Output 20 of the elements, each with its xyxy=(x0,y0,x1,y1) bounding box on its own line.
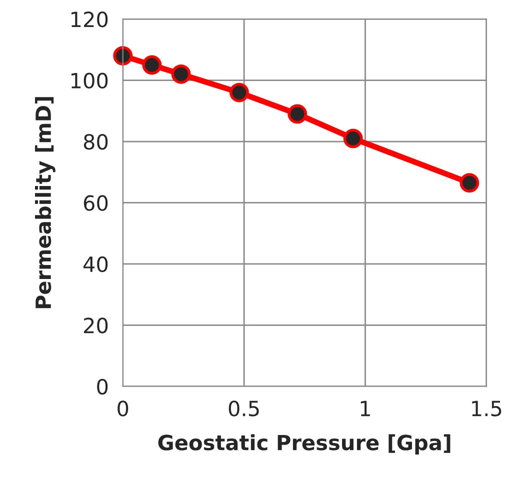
x-tick-label: 0 xyxy=(118,400,128,416)
x-tick-label: 1.5 xyxy=(472,400,502,416)
point xyxy=(142,55,162,75)
y-tick-label: 100 xyxy=(72,72,108,89)
y-tick-label: 120 xyxy=(72,12,108,28)
point xyxy=(288,104,308,124)
point xyxy=(460,173,480,193)
x-tick-label: 1 xyxy=(360,400,370,416)
y-tick-label: 60 xyxy=(84,195,108,211)
point xyxy=(229,82,249,102)
y-tick-label: 0 xyxy=(97,378,108,395)
x-tick-label: 0.5 xyxy=(228,400,259,416)
point xyxy=(171,64,191,84)
point xyxy=(343,128,363,148)
point xyxy=(113,46,133,66)
x-axis-title: Geostatic Pressure [Gpa] xyxy=(158,434,450,454)
y-tick-label: 80 xyxy=(84,134,108,150)
y-tick-label: 40 xyxy=(84,256,108,272)
y-tick-label: 20 xyxy=(84,318,108,334)
y-axis-title: Permeability [mD] xyxy=(35,97,56,308)
